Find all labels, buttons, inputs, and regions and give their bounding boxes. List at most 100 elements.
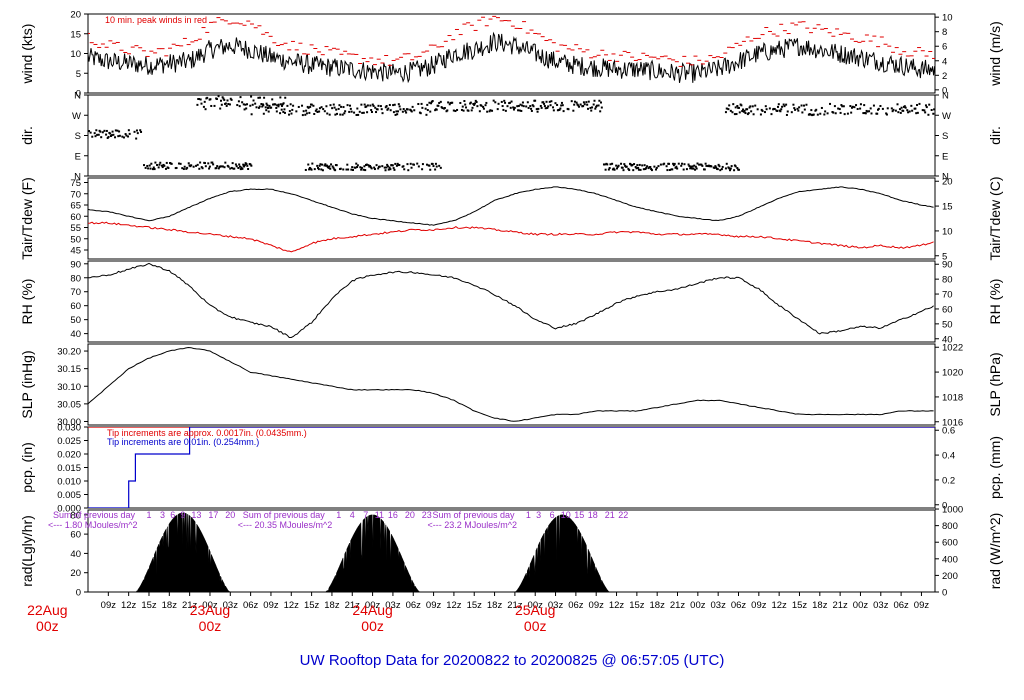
- dir-point: [747, 112, 750, 115]
- dir-point: [398, 163, 401, 166]
- dir-point: [899, 111, 902, 114]
- dir-point: [394, 113, 397, 116]
- dir-point: [434, 168, 437, 171]
- dir-point: [509, 106, 512, 109]
- dir-point: [872, 104, 875, 107]
- dir-point: [482, 107, 485, 110]
- rad-day-area: [324, 514, 421, 592]
- dir-point: [548, 100, 551, 103]
- dir-point: [856, 108, 859, 111]
- day-label-hour: 00z: [361, 618, 384, 634]
- dir-point: [496, 108, 499, 111]
- dir-point: [241, 167, 244, 170]
- dir-point: [612, 167, 615, 170]
- dir-point: [475, 101, 478, 104]
- dir-point: [318, 107, 321, 110]
- dir-ylabel: dir.: [19, 126, 35, 145]
- time-tick-label: 00z: [365, 600, 381, 611]
- dir-point: [261, 105, 264, 108]
- dir-point: [650, 167, 653, 170]
- dir-point: [689, 167, 692, 170]
- dir-point: [312, 104, 315, 107]
- rad-ytick-right-label: 200: [942, 571, 958, 582]
- dir-point: [371, 103, 374, 106]
- dir-point: [639, 168, 642, 171]
- dir-point: [435, 108, 438, 111]
- dir-point: [222, 97, 225, 100]
- dir-point: [179, 162, 182, 165]
- dir-point: [192, 165, 195, 168]
- dir-point: [239, 96, 242, 99]
- dir-point: [820, 106, 823, 109]
- dir-point: [696, 162, 699, 165]
- rad-day-area: [135, 512, 231, 592]
- dir-point: [426, 103, 429, 106]
- dir-point: [903, 105, 906, 108]
- dir-point: [395, 110, 398, 113]
- dir-point: [480, 104, 483, 107]
- dir-point: [196, 103, 199, 106]
- dir-point: [208, 165, 211, 168]
- dir-point: [550, 100, 553, 103]
- rad-hour-mark: 3: [536, 510, 541, 520]
- rad-hour-mark: 18: [588, 510, 598, 520]
- dir-point: [464, 103, 467, 106]
- dir-point: [158, 163, 161, 166]
- rad-hour-mark: 3: [160, 510, 165, 520]
- dir-point: [150, 162, 153, 165]
- dir-point: [451, 101, 454, 104]
- dir-point: [103, 129, 106, 132]
- rh-ytick-label: 60: [70, 301, 81, 312]
- pcp-annotation-fine: Tip increments are approx. 0.0017in. (0.…: [107, 428, 307, 438]
- dir-point: [647, 167, 650, 170]
- dir-point: [282, 110, 285, 113]
- dir-point: [587, 100, 590, 103]
- dir-point: [782, 103, 785, 106]
- dir-point: [161, 166, 164, 169]
- dir-point: [268, 104, 271, 107]
- temp-ytick-right-label: 10: [942, 226, 953, 237]
- dir-point: [276, 104, 279, 107]
- rad-daily-sum: <--- 23.2 MJoules/m^2: [427, 520, 517, 530]
- dir-point: [853, 106, 856, 109]
- dir-point: [295, 110, 298, 113]
- dir-point: [349, 104, 352, 107]
- dir-point: [879, 105, 882, 108]
- dir-ytick-label: E: [75, 151, 81, 162]
- dir-point: [370, 167, 373, 170]
- dir-point: [398, 105, 401, 108]
- dir-point: [701, 164, 704, 167]
- dir-point: [454, 110, 457, 113]
- dir-point: [527, 106, 530, 109]
- dir-point: [333, 106, 336, 109]
- dir-point: [671, 168, 674, 171]
- wind-ylabel-right: wind (m/s): [987, 21, 1003, 87]
- dir-point: [308, 111, 311, 114]
- dir-point: [412, 163, 415, 166]
- time-tick-label: 21z: [507, 600, 523, 611]
- pcp-ytick-label: 0.020: [57, 450, 81, 461]
- dir-point: [542, 101, 545, 104]
- dir-point: [627, 167, 630, 170]
- dir-point: [876, 112, 879, 115]
- dir-point: [918, 102, 921, 105]
- dir-point: [777, 103, 780, 106]
- dir-point: [182, 168, 185, 171]
- wind-ytick-right-label: 0: [942, 85, 947, 96]
- dir-point: [260, 102, 263, 105]
- time-tick-label: 03z: [873, 600, 889, 611]
- dir-point: [244, 103, 247, 106]
- temp-ytick-right-label: 5: [942, 251, 947, 262]
- dir-point: [597, 104, 600, 107]
- dir-point: [353, 111, 356, 114]
- dir-point: [443, 106, 446, 109]
- dir-point: [373, 168, 376, 171]
- time-tick-label: 03z: [548, 600, 564, 611]
- dir-point: [606, 163, 609, 166]
- dir-point: [846, 112, 849, 115]
- dir-point: [112, 133, 115, 136]
- rad-ytick-right-label: 600: [942, 538, 958, 549]
- time-tick-label: 12z: [446, 600, 462, 611]
- dir-point: [346, 104, 349, 107]
- footer-title: UW Rooftop Data for 20200822 to 20200825…: [300, 652, 725, 669]
